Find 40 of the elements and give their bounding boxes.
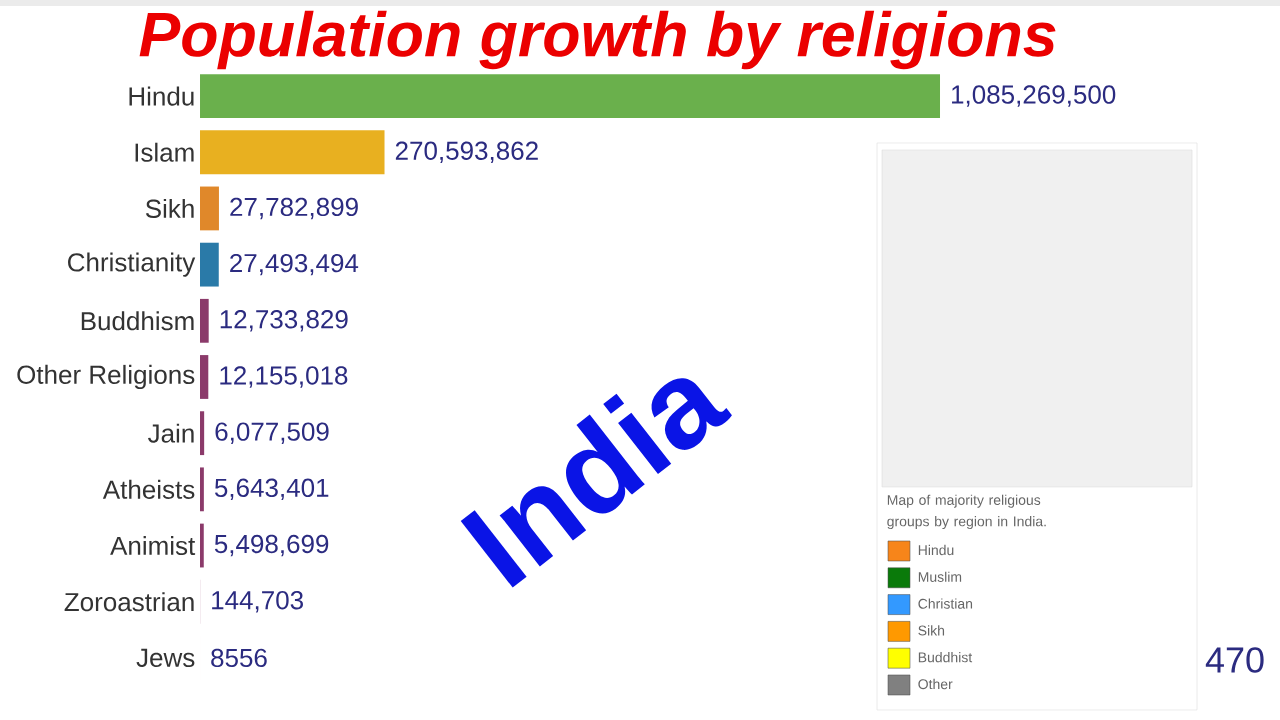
- data-label: 8556: [211, 648, 267, 668]
- y-tick-label: Hindu: [129, 86, 194, 106]
- bar: [200, 74, 941, 118]
- data-label: 12,733,829: [220, 310, 348, 332]
- data-label: 270,593,862: [395, 141, 538, 164]
- annotation: Buddhist: [918, 652, 973, 663]
- y-tick-label: Jain: [148, 423, 194, 443]
- data-label: 6,077,509: [215, 422, 329, 444]
- annotation: Sikh: [918, 625, 945, 636]
- data-label: 12,155,018: [220, 366, 348, 388]
- bar: [200, 523, 204, 568]
- annotation: Map of majority religious groups by region in India.: [887, 494, 1046, 530]
- y-tick-label: Sikh: [145, 198, 194, 218]
- bar: [200, 242, 219, 287]
- y-tick-label: Animist: [110, 535, 196, 556]
- data-label: 27,782,899: [230, 197, 358, 220]
- y-tick-label: Jews: [136, 648, 195, 667]
- bar: [200, 355, 209, 399]
- text: 470: [1205, 647, 1264, 673]
- data-label: 144,703: [212, 590, 303, 613]
- y-tick-label: Other Religions: [17, 364, 195, 390]
- y-tick-label: Zoroastrian: [64, 592, 194, 612]
- y-tick-label: Islam: [135, 142, 194, 162]
- y-tick-label: Christianity: [68, 252, 196, 277]
- bar: [200, 298, 209, 343]
- bar: [200, 186, 219, 231]
- data-label: 5,643,401: [214, 478, 329, 501]
- annotation: Muslim: [918, 571, 962, 582]
- y-tick-label: Atheists: [102, 479, 195, 499]
- annotation: Other: [918, 678, 953, 690]
- y-tick-label: Buddhism: [81, 311, 194, 331]
- chart-title: Population growth by religions: [139, 10, 1056, 70]
- bar: [200, 411, 205, 456]
- annotation: Hindu: [918, 544, 954, 556]
- bar: [200, 467, 204, 512]
- data-label: 27,493,494: [230, 253, 359, 276]
- bar: [200, 130, 385, 175]
- annotation: Christian: [918, 598, 973, 609]
- data-label: 1,085,269,500: [952, 85, 1116, 107]
- data-label: 5,498,699: [214, 534, 329, 557]
